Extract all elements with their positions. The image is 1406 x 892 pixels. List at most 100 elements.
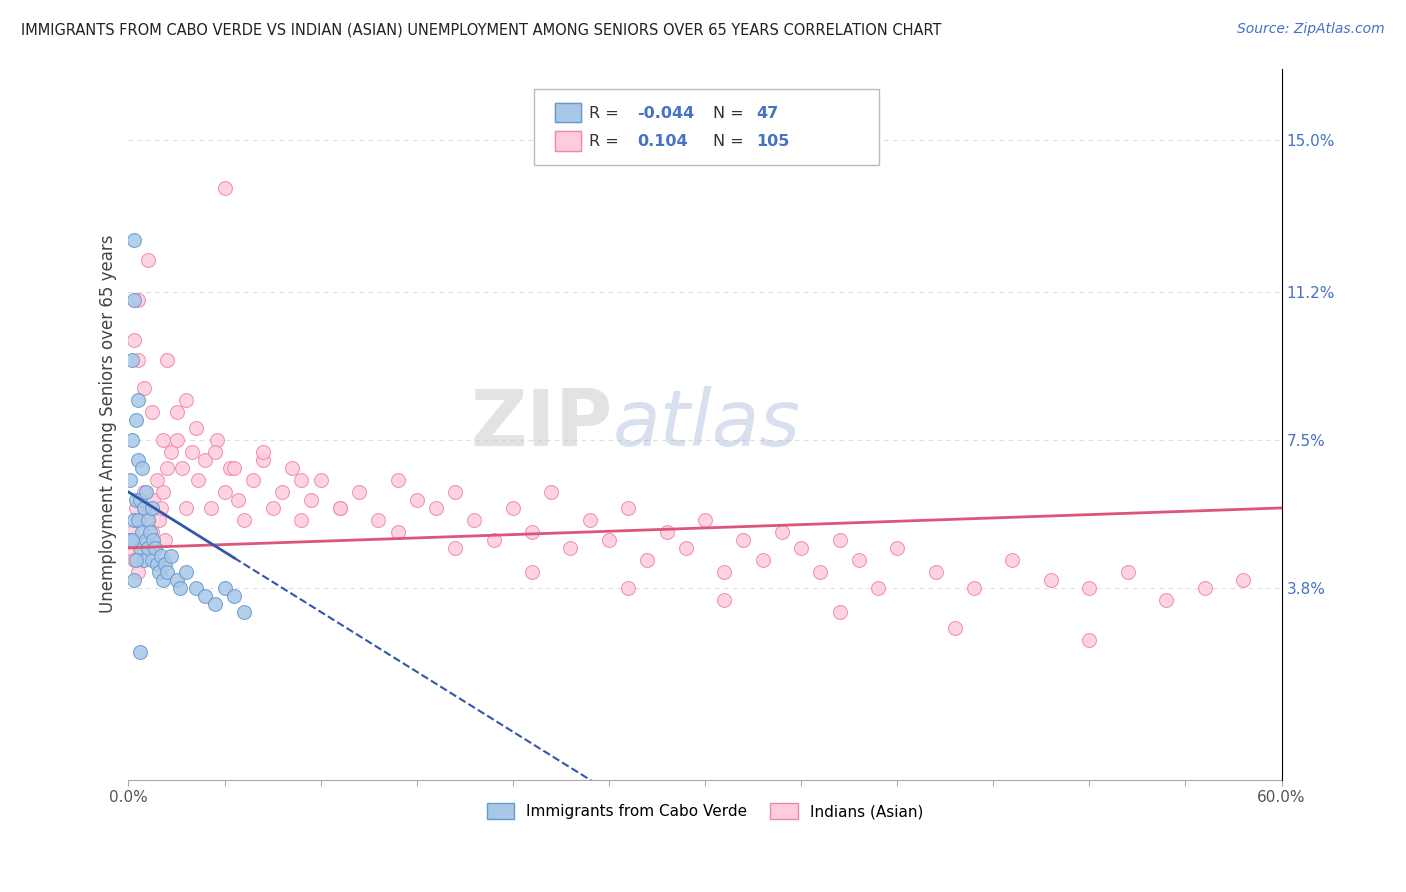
Point [463, 513, 485, 527]
Point [122, 293, 145, 308]
Point [136, 253, 159, 268]
Point [329, 500, 352, 515]
Text: 47: 47 [756, 106, 779, 120]
Point [281, 461, 304, 475]
Point [127, 453, 149, 467]
Text: N =: N = [713, 135, 749, 149]
Point [214, 485, 236, 500]
Point [425, 500, 447, 515]
Text: 105: 105 [756, 135, 790, 149]
Point [770, 524, 793, 539]
Point [636, 553, 658, 567]
Point [214, 581, 236, 595]
Point [129, 541, 152, 555]
Point [148, 565, 170, 579]
Point [132, 500, 155, 515]
Point [713, 565, 735, 579]
Point [1154, 592, 1177, 607]
Point [153, 557, 176, 571]
Point [866, 581, 889, 595]
Point [1039, 573, 1062, 587]
Point [540, 485, 562, 500]
Point [1078, 581, 1101, 595]
Point [142, 492, 165, 507]
Point [125, 553, 148, 567]
Point [131, 541, 153, 555]
Point [120, 473, 142, 487]
Point [150, 500, 173, 515]
Point [159, 445, 181, 459]
Point [520, 524, 543, 539]
Point [169, 581, 191, 595]
Point [136, 513, 159, 527]
Point [808, 565, 831, 579]
Point [252, 453, 274, 467]
Point [136, 541, 159, 555]
Point [224, 589, 246, 603]
Point [828, 533, 851, 547]
Point [129, 645, 152, 659]
Text: N =: N = [713, 106, 749, 120]
Point [142, 533, 165, 547]
Point [405, 492, 427, 507]
Point [150, 549, 173, 563]
Point [655, 524, 678, 539]
Point [122, 573, 145, 587]
Point [828, 605, 851, 619]
Point [187, 473, 209, 487]
Point [166, 433, 188, 447]
Point [290, 513, 312, 527]
Point [146, 473, 169, 487]
Point [387, 473, 409, 487]
Point [299, 492, 322, 507]
Point [127, 393, 149, 408]
Point [172, 461, 194, 475]
Point [127, 565, 149, 579]
Point [159, 549, 181, 563]
Point [129, 492, 152, 507]
Point [693, 513, 716, 527]
Point [120, 533, 142, 547]
Point [184, 421, 207, 435]
Text: ZIP: ZIP [471, 386, 613, 462]
Point [617, 500, 640, 515]
Legend: Immigrants from Cabo Verde, Indians (Asian): Immigrants from Cabo Verde, Indians (Asi… [481, 797, 929, 825]
Point [166, 405, 188, 419]
Point [184, 581, 207, 595]
Point [204, 445, 226, 459]
Point [138, 500, 160, 515]
Point [886, 541, 908, 555]
Point [262, 500, 284, 515]
Point [444, 485, 467, 500]
Point [560, 541, 582, 555]
Point [132, 485, 155, 500]
Point [174, 393, 197, 408]
Point [444, 541, 467, 555]
Point [122, 553, 145, 567]
Text: IMMIGRANTS FROM CABO VERDE VS INDIAN (ASIAN) UNEMPLOYMENT AMONG SENIORS OVER 65 : IMMIGRANTS FROM CABO VERDE VS INDIAN (AS… [21, 22, 942, 37]
Point [790, 541, 813, 555]
Point [141, 553, 163, 567]
Point [713, 592, 735, 607]
Text: atlas: atlas [613, 386, 800, 462]
Point [129, 513, 152, 527]
Point [848, 553, 870, 567]
Point [145, 541, 167, 555]
Point [127, 353, 149, 368]
Point [252, 445, 274, 459]
Point [122, 233, 145, 247]
Point [156, 565, 179, 579]
Point [148, 513, 170, 527]
Point [520, 565, 543, 579]
Point [194, 453, 217, 467]
Point [153, 533, 176, 547]
Point [205, 433, 228, 447]
Point [121, 433, 143, 447]
Point [1116, 565, 1139, 579]
Point [204, 597, 226, 611]
Point [194, 589, 217, 603]
Point [675, 541, 697, 555]
Point [122, 333, 145, 347]
Point [121, 533, 143, 547]
Point [131, 524, 153, 539]
